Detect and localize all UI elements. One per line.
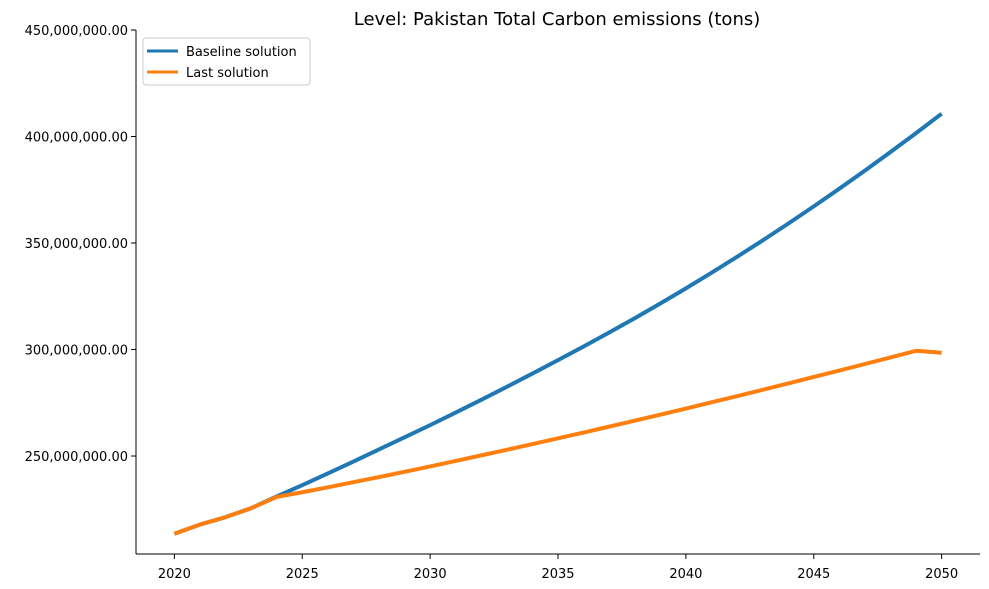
x-tick-label: 2050 xyxy=(925,567,958,582)
y-tick-label: 250,000,000.00 xyxy=(25,450,128,465)
legend-box xyxy=(142,37,311,86)
x-tick-label: 2030 xyxy=(414,567,447,582)
y-tick-label: 300,000,000.00 xyxy=(25,344,128,359)
y-tick-label: 350,000,000.00 xyxy=(25,237,128,252)
legend: Baseline solution Last solution xyxy=(142,37,311,86)
series-line-last xyxy=(173,348,942,536)
y-axis-ticks: 250,000,000.00 300,000,000.00 350,000,000.… xyxy=(25,24,136,465)
x-tick-label: 2025 xyxy=(286,567,319,582)
series-lines xyxy=(173,112,943,536)
x-tick-label: 2040 xyxy=(669,567,702,582)
x-axis-ticks: 2020 2025 2030 2035 2040 2045 2050 xyxy=(158,554,958,582)
legend-label-baseline: Baseline solution xyxy=(186,45,297,60)
y-tick-label: 450,000,000.00 xyxy=(25,24,128,39)
chart-title: Level: Pakistan Total Carbon emissions (… xyxy=(354,9,761,30)
x-tick-label: 2020 xyxy=(158,567,191,582)
legend-label-last: Last solution xyxy=(186,66,269,81)
x-tick-label: 2035 xyxy=(541,567,574,582)
y-tick-label: 400,000,000.00 xyxy=(25,131,128,146)
x-tick-label: 2045 xyxy=(797,567,830,582)
series-line-baseline xyxy=(173,112,943,536)
